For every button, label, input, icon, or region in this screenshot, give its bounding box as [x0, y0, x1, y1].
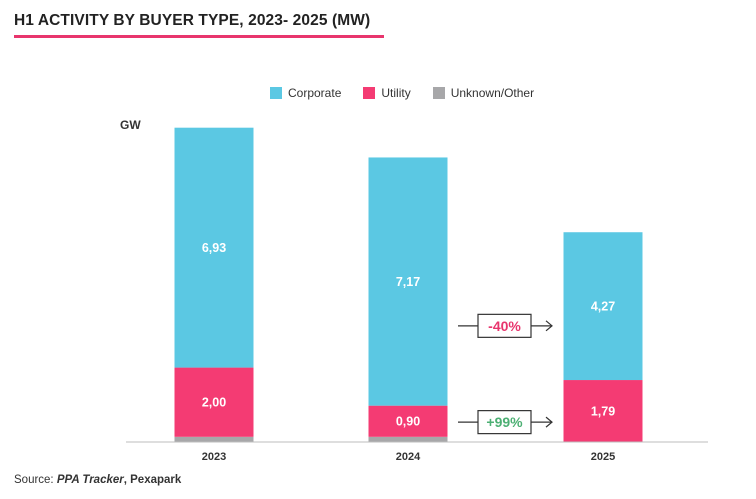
bar-corporate-2024 [368, 157, 448, 406]
y-axis-unit-label: GW [120, 118, 141, 132]
annotation-box [477, 313, 532, 338]
change-annotation-utility: +99% [458, 410, 553, 435]
x-tick-label-2023: 2023 [202, 451, 226, 463]
title-underline [14, 35, 384, 38]
legend-swatch-utility [363, 87, 376, 99]
legend-item-corporate: Corporate [270, 86, 341, 100]
bar-utility-2024 [368, 405, 448, 437]
source-prefix: Source: [14, 474, 57, 486]
data-label-corporate-2025: 4,27 [591, 300, 615, 314]
data-label-corporate-2023: 6,93 [202, 241, 226, 255]
annotation-text-utility: +99% [486, 414, 523, 430]
data-label-corporate-2024: 7,17 [396, 275, 420, 289]
legend-item-unknown-other: Unknown/Other [432, 86, 535, 100]
legend-swatch-unknown-other [432, 87, 445, 99]
chart-title: H1 ACTIVITY BY BUYER TYPE, 2023- 2025 (M… [14, 12, 371, 29]
legend-swatch-corporate [270, 87, 282, 99]
source-note: Source: PPA Tracker, Pexapark [14, 474, 181, 486]
bar-utility-2025 [563, 380, 643, 442]
data-label-utility-2025: 1,79 [591, 405, 615, 419]
arrow-right-icon [545, 320, 553, 332]
legend: Corporate Utility Unknown/Other [270, 86, 534, 100]
legend-label-utility: Utility [381, 86, 411, 100]
bar-corporate-2025 [563, 232, 643, 381]
bar-utility-2023 [174, 367, 254, 437]
annotation-text-corporate: -40% [488, 318, 521, 334]
source-suffix: , Pexapark [123, 474, 182, 486]
bar-unknown-other-2023 [174, 436, 254, 442]
legend-label-unknown-other: Unknown/Other [450, 86, 535, 100]
legend-item-utility: Utility [363, 86, 411, 100]
x-tick-label-2025: 2025 [591, 451, 615, 463]
data-label-utility-2023: 2,00 [202, 396, 226, 410]
change-annotation-corporate: -40% [458, 313, 553, 338]
legend-label-corporate: Corporate [288, 86, 342, 100]
source-name: PPA Tracker [56, 474, 124, 486]
x-tick-label-2024: 2024 [396, 451, 421, 463]
data-label-utility-2024: 0,90 [396, 415, 420, 429]
bar-corporate-2023 [174, 127, 254, 368]
bar-unknown-other-2024 [368, 436, 448, 442]
annotation-box [477, 410, 532, 435]
arrow-right-icon [545, 416, 553, 428]
